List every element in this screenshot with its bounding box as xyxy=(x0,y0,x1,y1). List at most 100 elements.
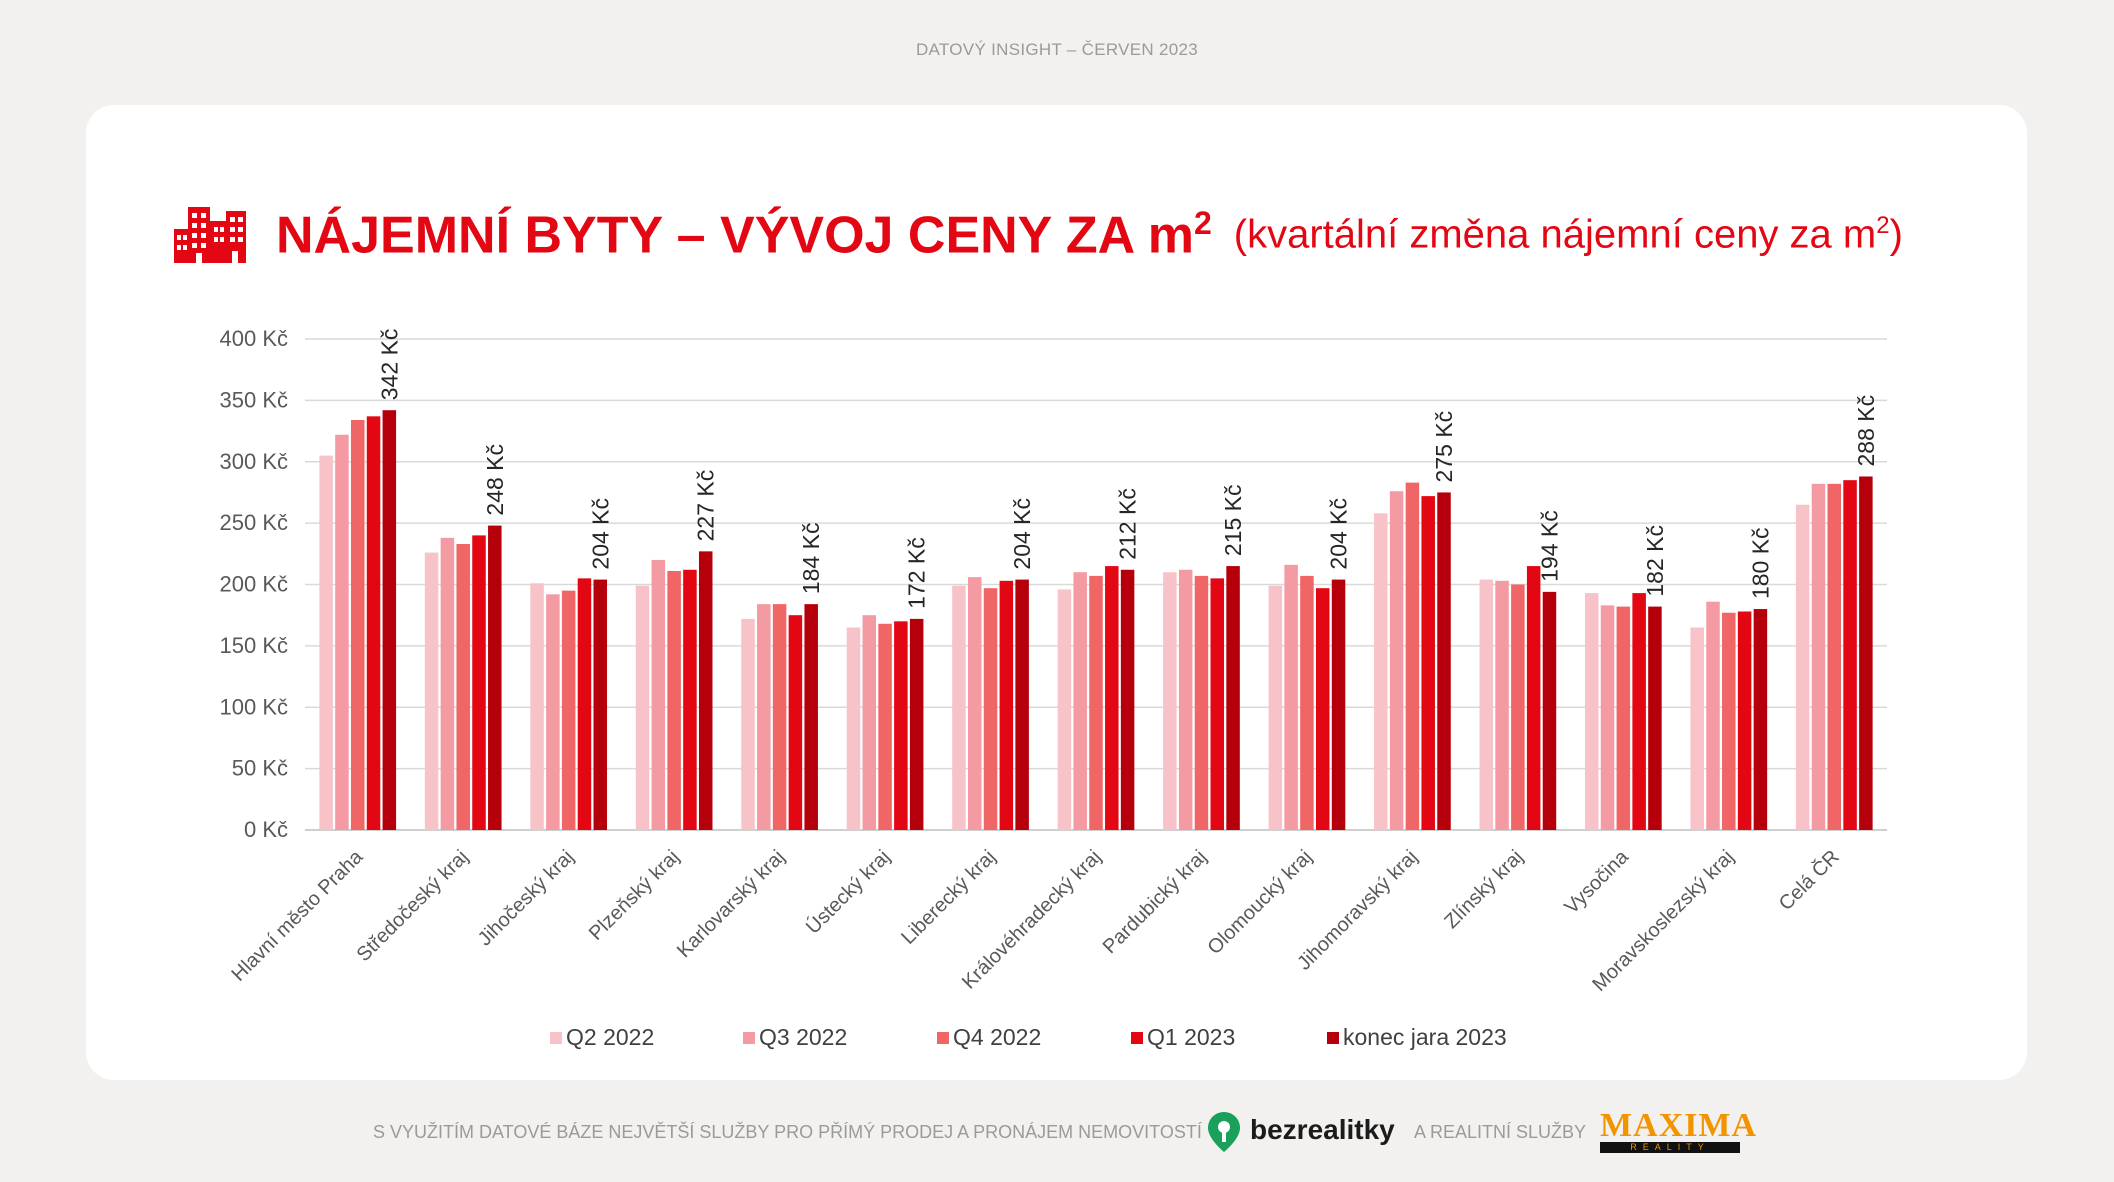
bar xyxy=(593,579,608,830)
bar xyxy=(1648,606,1662,830)
x-tick-label: Ústecký kraj xyxy=(801,845,894,938)
bar xyxy=(952,585,966,830)
bar xyxy=(366,416,381,830)
bar xyxy=(456,543,470,830)
bar xyxy=(472,535,486,830)
bar xyxy=(651,559,666,830)
bar xyxy=(1389,491,1404,830)
bar xyxy=(1268,585,1283,830)
bar xyxy=(788,615,803,830)
bar xyxy=(1210,578,1225,830)
bar xyxy=(1616,606,1631,830)
x-tick-label: Plzeňský kraj xyxy=(585,846,684,945)
legend-label: Q2 2022 xyxy=(566,1024,654,1050)
bar xyxy=(878,623,892,830)
bar xyxy=(1722,612,1736,830)
bar xyxy=(1331,579,1346,830)
buildings-icon xyxy=(174,207,246,263)
bar xyxy=(1827,483,1842,830)
data-label: 227 Kč xyxy=(693,470,719,542)
header-tag: DATOVÝ INSIGHT – ČERVEN 2023 xyxy=(915,40,1199,59)
bar xyxy=(1584,593,1599,830)
y-tick-label: 400 Kč xyxy=(220,326,289,351)
bar xyxy=(1600,605,1615,830)
bar xyxy=(577,578,592,830)
x-tick-label: Celá ČR xyxy=(1774,845,1844,915)
bar xyxy=(1226,566,1240,830)
bar xyxy=(1163,572,1177,830)
legend-label: Q1 2023 xyxy=(1147,1024,1235,1050)
x-tick-label: Vysočina xyxy=(1560,845,1633,918)
bar xyxy=(894,621,908,830)
bar xyxy=(335,434,349,830)
legend-label: konec jara 2023 xyxy=(1343,1024,1507,1050)
bar xyxy=(983,588,998,830)
bar xyxy=(1511,584,1525,830)
bar xyxy=(683,569,697,830)
legend-swatch xyxy=(743,1032,755,1044)
bar xyxy=(1843,480,1857,830)
footer-text-mid: A REALITNÍ SLUŽBY xyxy=(1414,1122,1587,1142)
x-tick-label: Olomoucký kraj xyxy=(1203,846,1316,959)
y-tick-label: 200 Kč xyxy=(220,572,289,597)
data-label: 248 Kč xyxy=(482,444,508,516)
y-tick-label: 350 Kč xyxy=(220,387,289,412)
chart-subtitle: (kvartální změna nájemní ceny za m2) xyxy=(1233,212,1903,257)
x-tick-label: Hlavní město Praha xyxy=(228,845,368,985)
footer: S VYUŽITÍM DATOVÉ BÁZE NEJVĚTŠÍ SLUŽBY P… xyxy=(0,1107,2114,1153)
data-label: 342 Kč xyxy=(376,329,402,401)
chart-card xyxy=(86,105,2027,1080)
legend-swatch xyxy=(1327,1032,1339,1044)
bar xyxy=(1105,566,1119,830)
bar xyxy=(846,627,861,830)
y-tick-label: 0 Kč xyxy=(244,817,288,842)
legend-label: Q3 2022 xyxy=(759,1024,847,1050)
data-label: 182 Kč xyxy=(1642,525,1668,597)
maxima-logo: MAXIMA REALITY xyxy=(1600,1107,1758,1153)
bar xyxy=(440,537,455,830)
bezrealitky-brand: bezrealitky xyxy=(1250,1114,1395,1145)
bar xyxy=(1073,572,1087,830)
bar xyxy=(1690,627,1704,830)
x-tick-label: Jihočeský kraj xyxy=(474,846,578,950)
legend-swatch xyxy=(937,1032,949,1044)
bar xyxy=(488,525,502,830)
bezrealitky-logo-icon xyxy=(1208,1112,1240,1152)
bar xyxy=(546,594,560,830)
bar xyxy=(1194,575,1209,830)
bar xyxy=(424,552,439,830)
bar xyxy=(635,585,650,830)
data-label: 194 Kč xyxy=(1536,510,1562,582)
bar xyxy=(1421,496,1435,830)
bar xyxy=(1526,566,1541,830)
bar xyxy=(319,455,333,830)
bar xyxy=(1542,591,1557,830)
bar xyxy=(1437,492,1451,830)
y-tick-label: 150 Kč xyxy=(220,633,289,658)
bar xyxy=(1859,476,1873,830)
bar xyxy=(741,618,755,830)
data-label: 204 Kč xyxy=(587,498,613,570)
bar xyxy=(1811,483,1826,830)
bar xyxy=(1737,611,1752,830)
data-label: 204 Kč xyxy=(1009,498,1035,570)
bar xyxy=(1374,513,1388,830)
bar xyxy=(667,570,681,830)
bar xyxy=(1753,609,1768,830)
bar xyxy=(1089,575,1103,830)
bar xyxy=(1057,589,1072,830)
footer-text-left: S VYUŽITÍM DATOVÉ BÁZE NEJVĚTŠÍ SLUŽBY P… xyxy=(373,1122,1202,1142)
data-label: 275 Kč xyxy=(1431,411,1457,483)
bar xyxy=(1178,569,1193,830)
data-label: 215 Kč xyxy=(1220,484,1246,556)
bar xyxy=(804,604,818,830)
bar xyxy=(1479,579,1494,830)
bar xyxy=(1795,504,1810,830)
title-row: NÁJEMNÍ BYTY – VÝVOJ CENY ZA m2 (kvartál… xyxy=(174,200,1903,270)
bar xyxy=(1315,588,1330,830)
bar xyxy=(698,551,713,830)
data-label: 184 Kč xyxy=(798,523,824,595)
bar xyxy=(350,420,365,830)
bar xyxy=(967,577,982,830)
